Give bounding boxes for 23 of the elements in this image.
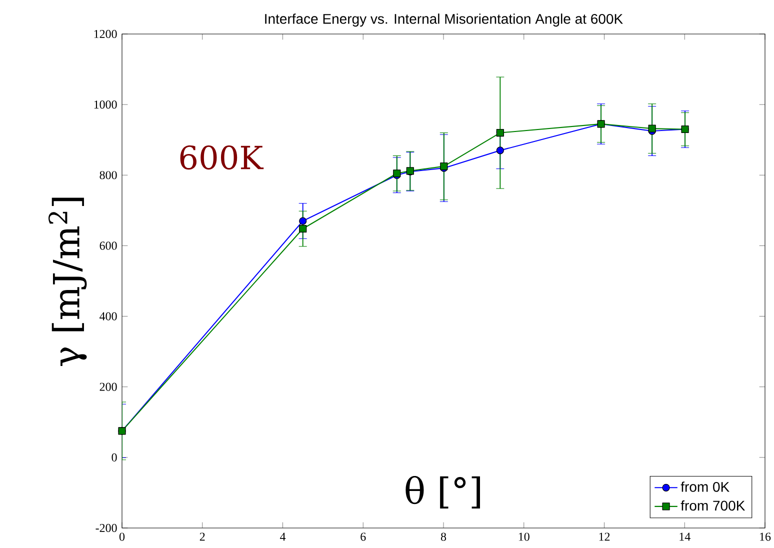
y-tick-label: 1000	[94, 100, 117, 109]
x-tick-label: 4	[280, 532, 286, 541]
x-tick-label: 0	[119, 532, 125, 541]
x-tick-label: 12	[599, 532, 610, 541]
y-tick-label: 400	[100, 312, 117, 320]
x-tick-label: 6	[360, 532, 366, 541]
y-tick-label: 0	[112, 453, 117, 462]
chart-title: Interface Energy vs. Internal Misorientation Angle at 600K	[265, 14, 623, 27]
x-tick-label: 14	[680, 532, 690, 541]
y-tick-label: 800	[100, 171, 117, 180]
annotation: 600K	[180, 145, 264, 170]
x-tick-label: 10	[518, 532, 530, 541]
legend-label: from 700K	[680, 500, 746, 511]
x-tick-label: 2	[200, 532, 205, 541]
y-axis-title: γ [mJ/m$^{2}$]	[48, 198, 87, 366]
y-tick-label: -200	[96, 524, 117, 532]
legend-label: from 0K	[680, 482, 730, 492]
x-tick-label: 8	[440, 532, 446, 541]
y-tick-label: 600	[100, 242, 117, 250]
y-tick-label: 1200	[94, 30, 117, 38]
y-tick-label: 200	[100, 382, 117, 391]
x-tick-label: 16	[760, 532, 771, 541]
x-axis-title: θ [°]	[406, 476, 480, 508]
